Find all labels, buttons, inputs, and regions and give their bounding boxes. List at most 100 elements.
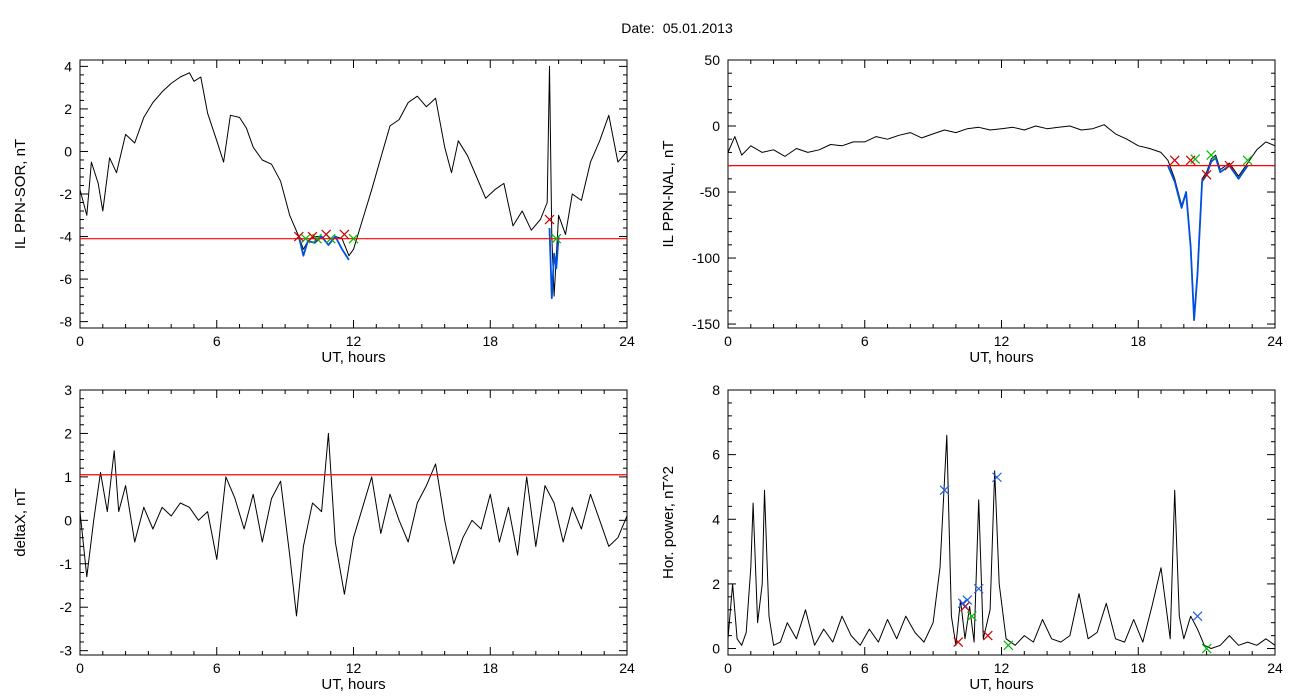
red-cross-marker [544,214,555,225]
blue-cross-marker [1192,611,1203,622]
y-tick-label: 0 [64,143,72,159]
blue-cross-marker-stroke-b [939,485,950,496]
red-cross-marker-stroke-b [544,214,555,225]
x-tick-label: 0 [76,333,84,349]
x-tick-label: 18 [1130,333,1146,349]
chart-panel-2: 0 6 12 18 24 -150 -100 -50 0 50 UT, hours IL PPN-NA… [660,52,1283,366]
plot-area [728,124,1275,322]
red-cross-marker-stroke-b [339,229,350,240]
green-cross-marker [1242,155,1253,166]
y-tick-label: -2 [60,599,73,615]
green-cross-marker [551,233,562,244]
highlight-segment-2 [548,227,560,300]
x-tick-label: 6 [213,333,221,349]
green-cross-marker [348,233,359,244]
blue-cross-marker-stroke-b [957,598,968,609]
y-tick-label: 1 [64,469,72,485]
y-tick-label: -3 [60,643,73,659]
y-tick-label: 2 [64,101,72,117]
y-tick-label: -6 [60,271,73,287]
x-tick-label: 18 [482,333,498,349]
x-axis-label: UT, hours [321,349,385,366]
blue-cross-marker [962,595,973,605]
red-cross-marker-stroke-b [321,229,332,240]
y-tick-label: 2 [64,425,72,441]
y-tick-label: 0 [712,118,720,134]
green-cross-marker-stroke-b [966,611,977,622]
y-tick-label: 8 [712,382,720,398]
blue-cross-marker-stroke-b [1192,611,1203,622]
x-tick-label: 0 [76,660,84,676]
y-tick-label: -4 [60,229,73,245]
x-tick-label: 12 [346,333,362,349]
green-cross-marker-stroke-b [312,233,322,244]
x-tick-label: 24 [1267,333,1283,349]
y-tick-label: 50 [704,52,720,68]
blue-cross-marker-stroke-b [962,595,973,605]
x-tick-label: 12 [346,660,362,676]
plot-area [80,65,627,300]
x-tick-label: 18 [482,660,498,676]
x-tick-label: 24 [619,333,635,349]
green-cross-marker-stroke-b [1206,150,1217,160]
y-tick-label: -150 [692,316,720,332]
red-cross-marker-stroke-b [953,637,964,647]
red-cross-marker-stroke-b [1224,160,1235,171]
x-tick-label: 6 [861,660,869,676]
red-cross-marker [982,630,993,641]
blue-cross-marker [973,583,984,594]
blue-cross-marker [957,598,968,609]
red-cross-marker [321,229,332,240]
blue-cross-marker [992,472,1002,483]
y-axis-label: IL PPN-NAL, nT [660,141,677,248]
red-cross-marker [1201,169,1212,180]
y-tick-label: -2 [60,186,73,202]
red-cross-marker [1224,160,1235,171]
date-header: Date: 05.01.2013 [621,20,733,36]
red-cross-marker [1169,155,1180,166]
y-tick-label: 4 [64,58,72,74]
series-line-1 [80,65,627,297]
x-tick-label: 24 [1267,660,1283,676]
red-cross-marker-stroke-b [960,601,970,612]
y-axis-label: Hor. power, nT^2 [660,466,677,579]
blue-cross-marker-stroke-b [973,583,984,594]
red-cross-marker-stroke-b [1185,155,1196,166]
blue-cross-marker-stroke-b [992,472,1002,483]
date-label: Date: [621,20,654,36]
y-axis-label: deltaX, nT [12,488,29,556]
y-tick-label: 0 [64,512,72,528]
green-cross-marker-stroke-b [1201,643,1212,654]
green-cross-marker-stroke-b [348,233,359,244]
x-tick-label: 0 [724,333,732,349]
red-cross-marker [293,231,304,242]
x-tick-label: 0 [724,660,732,676]
y-tick-label: -50 [700,184,720,200]
plot-frame [79,389,628,656]
plot-area [728,434,1275,654]
y-tick-label: -1 [60,556,73,572]
y-tick-label: -100 [692,250,720,266]
y-tick-label: 3 [64,382,72,398]
red-cross-marker-stroke-b [1201,169,1212,180]
x-tick-label: 6 [213,660,221,676]
red-cross-marker [1185,155,1196,166]
plot-frame [727,389,1276,656]
red-cross-marker-stroke-b [293,231,304,242]
green-cross-marker [1201,643,1212,654]
red-cross-marker [339,229,350,240]
x-tick-label: 24 [619,660,635,676]
y-tick-label: 2 [712,576,720,592]
highlight-segment-1 [1167,156,1249,322]
date-value: 05.01.2013 [663,20,733,36]
y-axis-label: IL PPN-SOR, nT [12,139,29,249]
red-cross-marker-stroke-b [982,630,993,641]
green-cross-marker [1003,640,1014,651]
y-tick-label: 6 [712,447,720,463]
x-tick-label: 12 [994,333,1010,349]
